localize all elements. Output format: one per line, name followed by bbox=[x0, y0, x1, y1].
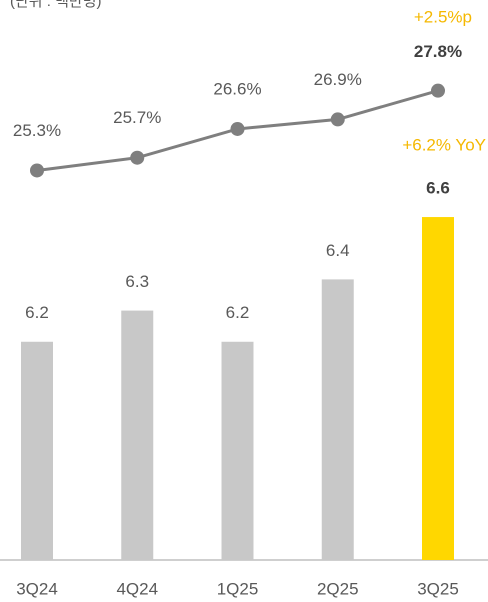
bar-value-label: 6.2 bbox=[25, 303, 49, 322]
bar-value-label: 6.3 bbox=[125, 272, 149, 291]
bar bbox=[121, 310, 154, 560]
annotation: +6.2% YoY bbox=[402, 135, 486, 154]
x-tick-label: 4Q24 bbox=[116, 579, 158, 598]
bar bbox=[321, 279, 354, 560]
line-marker bbox=[130, 150, 145, 165]
bar bbox=[21, 341, 53, 560]
line-marker bbox=[330, 112, 345, 127]
x-tick-label: 2Q25 bbox=[317, 579, 359, 598]
line-marker bbox=[230, 121, 245, 136]
bar bbox=[422, 217, 454, 560]
line-value-label: 26.6% bbox=[213, 79, 261, 98]
annotation: +2.5%p bbox=[414, 7, 472, 26]
bar-value-label: 6.6 bbox=[426, 179, 450, 198]
bar-value-label: 6.2 bbox=[226, 303, 250, 322]
bar-value-label: 6.4 bbox=[326, 241, 350, 260]
line-value-label: 25.7% bbox=[113, 108, 161, 127]
line-value-label: 26.9% bbox=[314, 70, 362, 89]
line-value-label: 25.3% bbox=[13, 121, 61, 140]
line-value-label: 27.8% bbox=[414, 42, 462, 61]
x-tick-label: 3Q25 bbox=[417, 579, 459, 598]
x-tick-label: 3Q24 bbox=[16, 579, 58, 598]
bar bbox=[221, 341, 254, 560]
line-marker bbox=[431, 83, 445, 98]
unit-label: (단위 : 백만명) bbox=[10, 0, 102, 10]
line-marker bbox=[30, 163, 44, 178]
x-tick-label: 1Q25 bbox=[217, 579, 259, 598]
